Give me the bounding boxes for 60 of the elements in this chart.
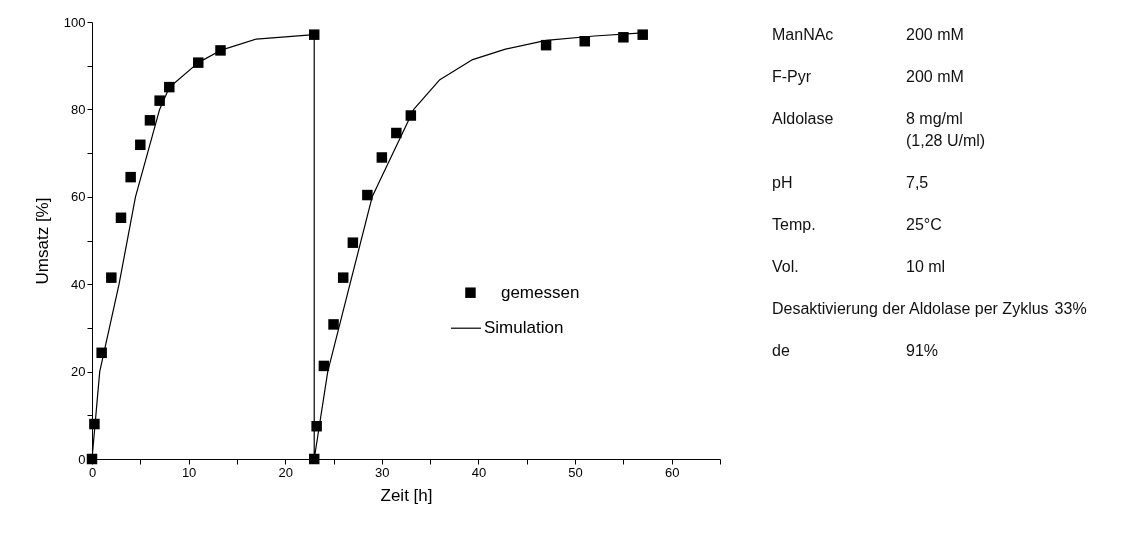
x-tick-label: 10: [181, 464, 197, 480]
text: Vol.: [772, 257, 800, 277]
x-tick-label: 0: [88, 464, 97, 480]
text: Desaktivierung der Aldolase per Zyklus: [772, 299, 1049, 319]
y-tick-label: 20: [71, 364, 86, 380]
text: Temp.: [772, 215, 817, 235]
text: 25°C: [906, 215, 942, 235]
legend-label: Simulation: [483, 318, 564, 338]
point: [215, 45, 226, 56]
y-tick-label: 60: [71, 189, 86, 205]
text: 33%: [1054, 299, 1087, 319]
point: [618, 32, 629, 43]
point: [89, 418, 100, 430]
x-tick-label: 20: [278, 464, 293, 480]
point: [362, 189, 373, 201]
point: [193, 57, 204, 68]
point: [311, 420, 322, 432]
point: [391, 127, 402, 139]
point: [115, 212, 127, 224]
text: 10 ml: [906, 257, 946, 277]
point: [154, 95, 165, 106]
text: 8 mg/ml (1,28 U/ml): [906, 109, 987, 151]
point: [347, 237, 359, 248]
text: 7,5: [906, 173, 929, 193]
point: [318, 360, 330, 372]
text: de: [772, 341, 791, 361]
point: [637, 29, 648, 40]
point: [579, 35, 590, 47]
text: ManNAc: [772, 25, 835, 45]
point: [405, 110, 417, 121]
point: [135, 139, 146, 151]
text: pH: [772, 173, 794, 193]
text: 91%: [906, 341, 939, 361]
point: [96, 347, 107, 359]
point: [308, 453, 320, 465]
point: [125, 171, 136, 183]
legend-label: gemessen: [500, 282, 580, 302]
x-tick-label: 40: [471, 464, 487, 480]
text: F-Pyr: [772, 67, 813, 87]
point: [540, 39, 552, 51]
x-tick-label: 60: [664, 464, 680, 480]
point: [337, 272, 349, 283]
x-tick-label: 30: [375, 464, 390, 480]
point: [308, 29, 320, 40]
y-tick-label: 0: [78, 451, 86, 467]
text: 200 mM: [906, 25, 964, 45]
text: 200 mM: [906, 67, 964, 87]
x-axis-title: Zeit [h]: [380, 485, 433, 505]
text: Aldolase: [772, 109, 835, 129]
y-tick-label: 100: [63, 14, 86, 30]
x-tick-label: 50: [568, 464, 583, 480]
point: [86, 453, 98, 465]
point: [106, 272, 117, 283]
y-axis-title: Umsatz [%]: [32, 197, 52, 285]
point: [376, 152, 388, 163]
point: [144, 115, 156, 126]
point: [328, 319, 339, 330]
point: [164, 81, 175, 93]
y-tick-label: 40: [71, 276, 86, 292]
y-tick-label: 80: [71, 101, 86, 117]
